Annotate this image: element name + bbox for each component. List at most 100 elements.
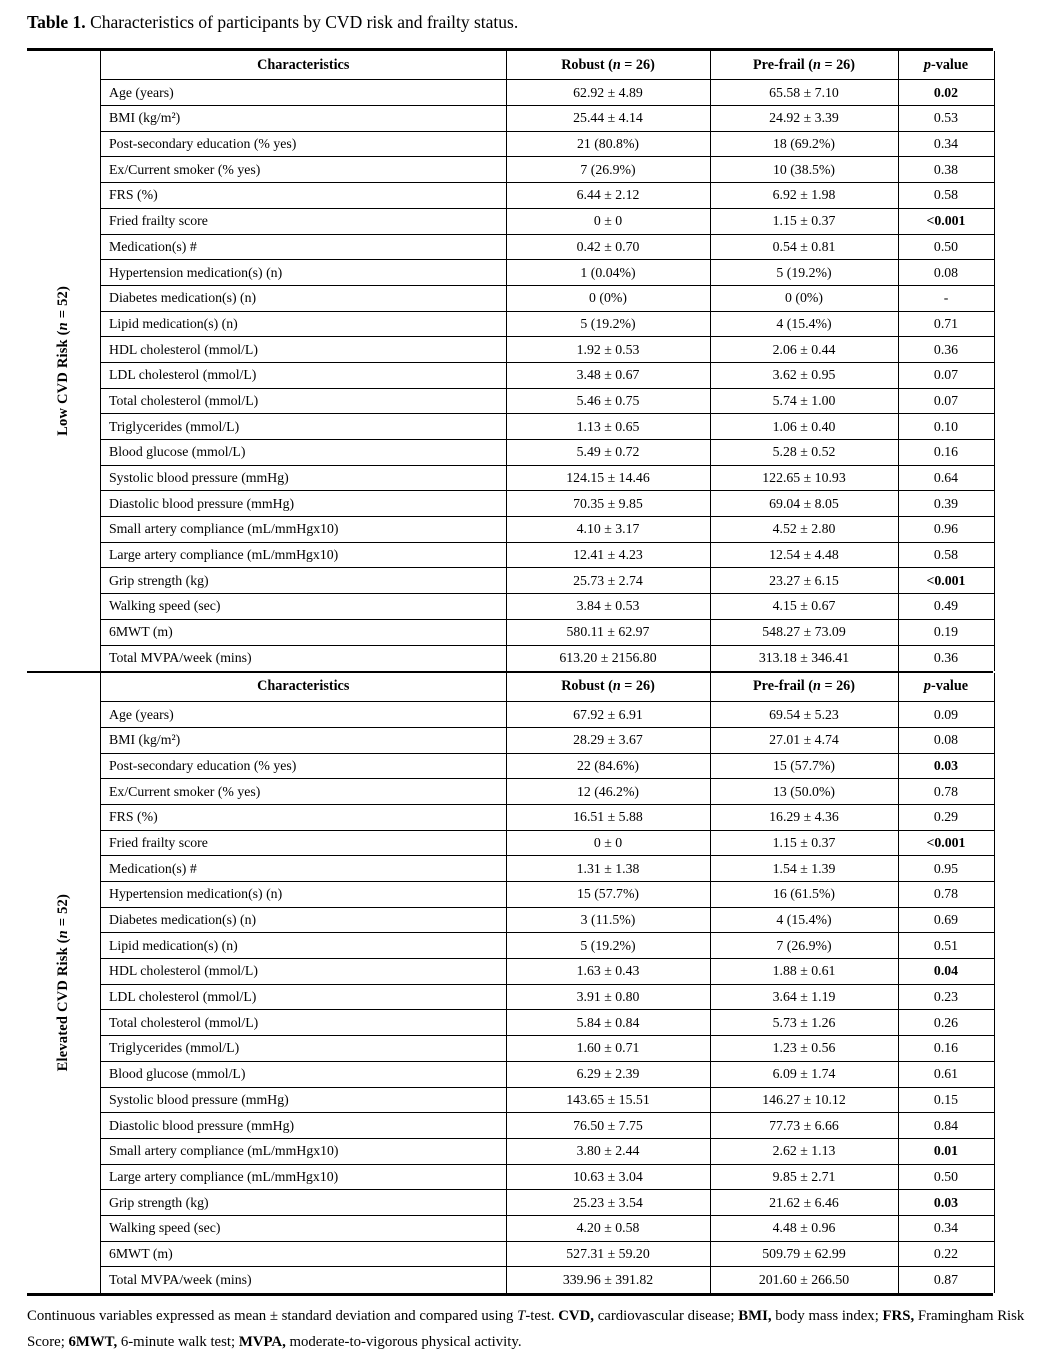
table-row: Diabetes medication(s) (n) 0 (0%) 0 (0%)… bbox=[101, 284, 995, 312]
robust-value: 4.20 ± 0.58 bbox=[505, 1214, 710, 1242]
table-row: Total MVPA/week (mins) 339.96 ± 391.82 2… bbox=[101, 1266, 995, 1293]
prefrail-value: 509.79 ± 62.99 bbox=[709, 1240, 898, 1267]
prefrail-value: 0.54 ± 0.81 bbox=[709, 233, 898, 260]
prefrail-value: 1.88 ± 0.61 bbox=[709, 958, 898, 985]
p-value: 0.50 bbox=[897, 233, 995, 260]
p-value: 0.64 bbox=[897, 464, 995, 491]
table-row: Total cholesterol (mmol/L) 5.46 ± 0.75 5… bbox=[101, 387, 995, 414]
robust-value: 3 (11.5%) bbox=[505, 906, 710, 933]
characteristic-label: 6MWT (m) bbox=[101, 1240, 506, 1267]
robust-value: 0.42 ± 0.70 bbox=[505, 233, 710, 260]
table-row: Large artery compliance (mL/mmHgx10) 10.… bbox=[101, 1163, 995, 1190]
robust-value: 16.51 ± 5.88 bbox=[505, 803, 710, 831]
table-row: Large artery compliance (mL/mmHgx10) 12.… bbox=[101, 541, 995, 568]
prefrail-value: 2.06 ± 0.44 bbox=[709, 336, 898, 363]
column-header-prefrail: Pre-frail (n = 26) bbox=[709, 672, 898, 702]
robust-value: 21 (80.8%) bbox=[505, 130, 710, 157]
p-value: 0.50 bbox=[897, 1163, 995, 1190]
table-caption-number: Table 1. bbox=[27, 12, 86, 32]
table-row: Age (years) 62.92 ± 4.89 65.58 ± 7.10 0.… bbox=[101, 79, 995, 106]
table-row: 6MWT (m) 527.31 ± 59.20 509.79 ± 62.99 0… bbox=[101, 1240, 995, 1267]
p-value: 0.26 bbox=[897, 1009, 995, 1036]
prefrail-value: 122.65 ± 10.93 bbox=[709, 464, 898, 491]
p-value: <0.001 bbox=[897, 567, 995, 594]
p-value: 0.19 bbox=[897, 618, 995, 645]
table-row: Post-secondary education (% yes) 22 (84.… bbox=[101, 752, 995, 779]
characteristic-label: Diabetes medication(s) (n) bbox=[101, 906, 506, 933]
characteristic-label: Total cholesterol (mmol/L) bbox=[101, 387, 506, 414]
p-value: 0.49 bbox=[897, 593, 995, 620]
table-row: HDL cholesterol (mmol/L) 1.63 ± 0.43 1.8… bbox=[101, 958, 995, 985]
prefrail-value: 6.09 ± 1.74 bbox=[709, 1060, 898, 1087]
characteristic-label: HDL cholesterol (mmol/L) bbox=[101, 958, 506, 985]
p-value: 0.53 bbox=[897, 105, 995, 132]
characteristic-label: Medication(s) # bbox=[101, 233, 506, 260]
prefrail-value: 18 (69.2%) bbox=[709, 130, 898, 157]
column-header-pvalue: p-value bbox=[897, 672, 995, 702]
prefrail-value: 1.23 ± 0.56 bbox=[709, 1035, 898, 1062]
table-row: Diabetes medication(s) (n) 3 (11.5%) 4 (… bbox=[101, 906, 995, 933]
table-row: Grip strength (kg) 25.23 ± 3.54 21.62 ± … bbox=[101, 1189, 995, 1216]
table-row: BMI (kg/m²) 28.29 ± 3.67 27.01 ± 4.74 0.… bbox=[101, 726, 995, 754]
elevated-cvd-risk-table: Characteristics Robust (n = 26) Pre-frai… bbox=[101, 672, 995, 1293]
p-value: 0.78 bbox=[897, 881, 995, 908]
robust-value: 1 (0.04%) bbox=[505, 259, 710, 286]
p-value: 0.29 bbox=[897, 803, 995, 831]
characteristic-label: Walking speed (sec) bbox=[101, 1214, 506, 1242]
p-value: 0.38 bbox=[897, 156, 995, 183]
table-row: Lipid medication(s) (n) 5 (19.2%) 4 (15.… bbox=[101, 310, 995, 337]
table-row: Lipid medication(s) (n) 5 (19.2%) 7 (26.… bbox=[101, 932, 995, 959]
prefrail-value: 1.15 ± 0.37 bbox=[709, 829, 898, 856]
robust-value: 5.84 ± 0.84 bbox=[505, 1009, 710, 1036]
p-value: 0.22 bbox=[897, 1240, 995, 1267]
table-row: BMI (kg/m²) 25.44 ± 4.14 24.92 ± 3.39 0.… bbox=[101, 105, 995, 132]
p-value: 0.04 bbox=[897, 958, 995, 985]
prefrail-value: 2.62 ± 1.13 bbox=[709, 1137, 898, 1165]
robust-value: 4.10 ± 3.17 bbox=[505, 516, 710, 543]
prefrail-value: 12.54 ± 4.48 bbox=[709, 541, 898, 568]
table-row: Diastolic blood pressure (mmHg) 76.50 ± … bbox=[101, 1112, 995, 1139]
robust-value: 0 ± 0 bbox=[505, 207, 710, 234]
characteristic-label: Grip strength (kg) bbox=[101, 567, 506, 594]
prefrail-value: 5 (19.2%) bbox=[709, 259, 898, 286]
p-value: 0.16 bbox=[897, 1035, 995, 1062]
p-value: - bbox=[897, 284, 995, 312]
table-row: Hypertension medication(s) (n) 15 (57.7%… bbox=[101, 881, 995, 908]
characteristic-label: Fried frailty score bbox=[101, 207, 506, 234]
prefrail-value: 1.15 ± 0.37 bbox=[709, 207, 898, 234]
robust-value: 25.73 ± 2.74 bbox=[505, 567, 710, 594]
robust-value: 28.29 ± 3.67 bbox=[505, 726, 710, 754]
robust-value: 12 (46.2%) bbox=[505, 778, 710, 805]
robust-value: 5.46 ± 0.75 bbox=[505, 387, 710, 414]
p-value: 0.36 bbox=[897, 336, 995, 363]
table-row: Blood glucose (mmol/L) 6.29 ± 2.39 6.09 … bbox=[101, 1060, 995, 1087]
column-header-characteristics: Characteristics bbox=[257, 56, 350, 73]
prefrail-value: 24.92 ± 3.39 bbox=[709, 105, 898, 132]
section-low-cvd-risk-label: Low CVD Risk (n = 52) bbox=[55, 285, 71, 436]
p-value: <0.001 bbox=[897, 829, 995, 856]
characteristic-label: Grip strength (kg) bbox=[101, 1189, 506, 1216]
robust-value: 5.49 ± 0.72 bbox=[505, 439, 710, 466]
robust-value: 3.80 ± 2.44 bbox=[505, 1137, 710, 1165]
p-value: 0.96 bbox=[897, 516, 995, 543]
prefrail-value: 5.28 ± 0.52 bbox=[709, 439, 898, 466]
table-row: HDL cholesterol (mmol/L) 1.92 ± 0.53 2.0… bbox=[101, 336, 995, 363]
header-row: Characteristics Robust (n = 26) Pre-frai… bbox=[101, 50, 995, 80]
table-row: Systolic blood pressure (mmHg) 124.15 ± … bbox=[101, 464, 995, 491]
table-row: Ex/Current smoker (% yes) 12 (46.2%) 13 … bbox=[101, 778, 995, 805]
characteristic-label: BMI (kg/m²) bbox=[101, 726, 506, 754]
robust-value: 1.31 ± 1.38 bbox=[505, 855, 710, 882]
p-value: 0.23 bbox=[897, 983, 995, 1010]
p-value: 0.02 bbox=[897, 79, 995, 106]
robust-value: 12.41 ± 4.23 bbox=[505, 541, 710, 568]
characteristic-label: Large artery compliance (mL/mmHgx10) bbox=[101, 541, 506, 568]
robust-value: 339.96 ± 391.82 bbox=[505, 1266, 710, 1293]
robust-value: 124.15 ± 14.46 bbox=[505, 464, 710, 491]
characteristic-label: Small artery compliance (mL/mmHgx10) bbox=[101, 1137, 506, 1165]
table-row: Walking speed (sec) 4.20 ± 0.58 4.48 ± 0… bbox=[101, 1214, 995, 1242]
robust-value: 3.48 ± 0.67 bbox=[505, 361, 710, 389]
p-value: 0.08 bbox=[897, 259, 995, 286]
table-row: FRS (%) 6.44 ± 2.12 6.92 ± 1.98 0.58 bbox=[101, 182, 995, 209]
low-cvd-risk-table: Characteristics Robust (n = 26) Pre-frai… bbox=[101, 50, 995, 671]
column-header-robust: Robust (n = 26) bbox=[505, 50, 710, 80]
